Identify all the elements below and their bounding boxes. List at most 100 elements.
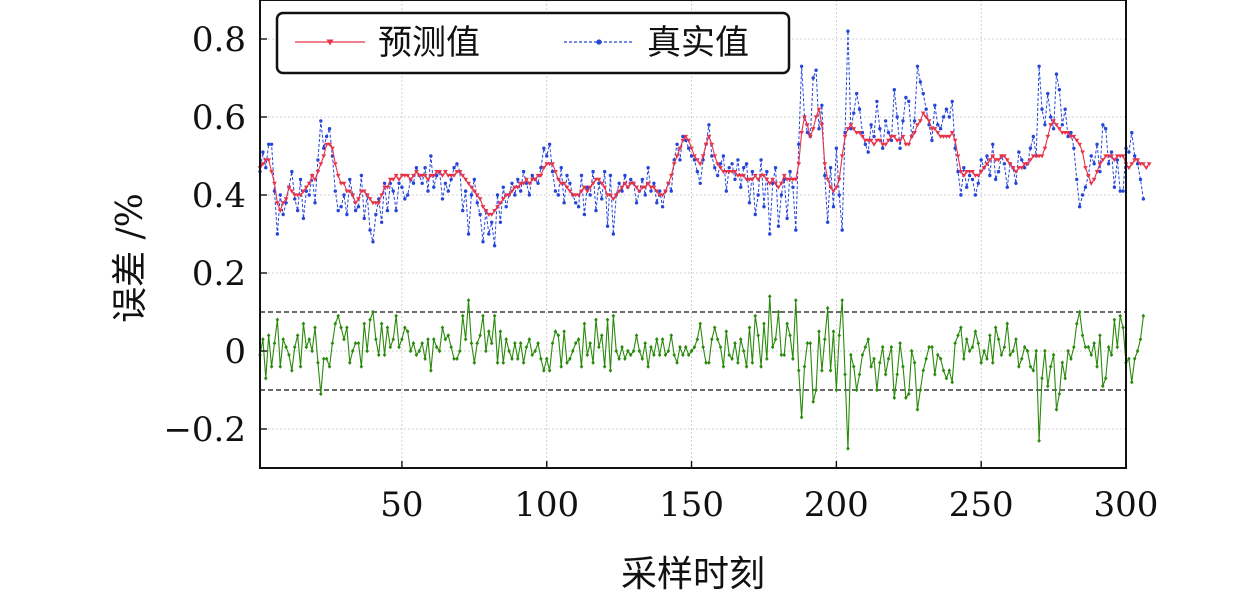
data-point-error bbox=[275, 317, 280, 322]
data-point-error bbox=[727, 352, 732, 358]
data-point-actual bbox=[886, 130, 891, 135]
data-point-actual bbox=[452, 166, 456, 170]
data-point-predicted bbox=[350, 193, 356, 198]
data-point-predicted bbox=[958, 170, 964, 174]
data-point-error bbox=[284, 344, 288, 350]
data-point-error bbox=[585, 352, 590, 358]
data-point-predicted bbox=[1135, 158, 1140, 163]
data-point-predicted bbox=[466, 181, 471, 186]
data-point-error bbox=[391, 337, 396, 342]
data-point-predicted bbox=[625, 185, 631, 190]
data-point-error bbox=[1028, 364, 1033, 369]
data-point-actual bbox=[869, 123, 873, 127]
data-point-error bbox=[353, 341, 358, 346]
data-point-actual bbox=[797, 142, 801, 146]
data-point-actual bbox=[440, 197, 445, 201]
data-point-actual bbox=[403, 197, 407, 201]
data-point-actual bbox=[707, 123, 711, 127]
data-point-actual bbox=[420, 181, 424, 185]
data-point-actual bbox=[261, 150, 265, 154]
data-point-error bbox=[478, 333, 482, 338]
data-point-actual bbox=[765, 169, 769, 174]
data-point-error bbox=[956, 333, 960, 338]
data-point-actual bbox=[382, 181, 387, 185]
data-point-predicted bbox=[1054, 123, 1059, 128]
data-point-error bbox=[776, 309, 781, 315]
data-point-error bbox=[976, 341, 981, 346]
data-point-error bbox=[397, 344, 401, 350]
data-point-error bbox=[339, 325, 343, 330]
data-point-predicted bbox=[1071, 134, 1077, 139]
data-point-error bbox=[634, 333, 639, 338]
data-point-actual bbox=[434, 173, 439, 178]
data-point-error bbox=[579, 364, 584, 369]
data-point-error bbox=[1005, 321, 1010, 326]
data-point-error bbox=[791, 356, 795, 361]
data-point-actual bbox=[967, 173, 972, 178]
data-point-error bbox=[721, 364, 726, 369]
data-point-predicted bbox=[857, 131, 862, 135]
data-point-error bbox=[489, 341, 494, 346]
data-point-actual bbox=[605, 224, 610, 228]
data-point-actual bbox=[521, 169, 526, 174]
data-point-actual bbox=[1121, 189, 1125, 193]
data-point-predicted bbox=[694, 158, 700, 163]
data-point-predicted bbox=[828, 185, 833, 190]
data-point-predicted bbox=[677, 146, 683, 151]
data-point-error bbox=[785, 321, 789, 326]
data-point-actual bbox=[686, 146, 691, 150]
data-point-error bbox=[594, 317, 598, 322]
data-point-error bbox=[426, 337, 430, 342]
data-point-predicted bbox=[900, 134, 906, 139]
data-point-actual bbox=[307, 193, 311, 197]
data-point-actual bbox=[510, 181, 514, 185]
data-point-actual bbox=[559, 166, 563, 170]
data-point-predicted bbox=[269, 170, 274, 174]
data-point-actual bbox=[866, 150, 870, 154]
data-point-actual bbox=[1092, 162, 1096, 166]
data-point-error bbox=[924, 356, 928, 361]
data-point-error bbox=[333, 321, 338, 326]
data-point-error bbox=[530, 352, 535, 358]
data-point-predicted bbox=[274, 201, 280, 206]
data-point-actual bbox=[466, 232, 471, 236]
data-point-error bbox=[733, 341, 737, 346]
data-point-actual bbox=[1066, 134, 1070, 139]
data-point-error bbox=[281, 337, 285, 342]
data-point-error bbox=[710, 337, 714, 342]
data-point-error bbox=[1106, 344, 1111, 350]
series-predicted bbox=[257, 107, 1152, 217]
data-point-predicted bbox=[616, 189, 622, 194]
data-point-predicted bbox=[663, 189, 668, 194]
data-point-predicted bbox=[651, 185, 657, 190]
data-point-actual bbox=[539, 166, 543, 170]
data-point-predicted bbox=[431, 173, 437, 178]
data-point-actual bbox=[400, 185, 404, 189]
data-point-actual bbox=[640, 177, 645, 182]
data-point-error bbox=[854, 387, 859, 393]
data-point-actual bbox=[733, 177, 737, 182]
data-point-error bbox=[501, 360, 506, 365]
data-point-error bbox=[292, 344, 297, 350]
data-point-error bbox=[1014, 337, 1018, 342]
data-point-error bbox=[539, 356, 543, 361]
data-point-actual bbox=[313, 201, 317, 205]
data-point-error bbox=[547, 368, 552, 373]
data-point-actual bbox=[756, 193, 760, 197]
data-point-actual bbox=[950, 99, 954, 104]
data-point-actual bbox=[1060, 123, 1064, 127]
data-point-predicted bbox=[996, 158, 1001, 163]
data-point-error bbox=[672, 352, 676, 358]
data-point-predicted bbox=[949, 131, 955, 135]
data-point-actual bbox=[730, 162, 734, 166]
data-point-actual bbox=[620, 189, 624, 193]
data-point-predicted bbox=[764, 177, 770, 182]
data-point-error bbox=[359, 364, 364, 369]
data-point-error bbox=[1031, 368, 1036, 373]
data-point-error bbox=[1077, 309, 1082, 315]
data-point-error bbox=[588, 341, 592, 346]
data-point-error bbox=[449, 344, 453, 350]
data-point-predicted bbox=[970, 170, 975, 174]
data-point-error bbox=[962, 356, 966, 361]
data-point-predicted bbox=[596, 177, 602, 182]
